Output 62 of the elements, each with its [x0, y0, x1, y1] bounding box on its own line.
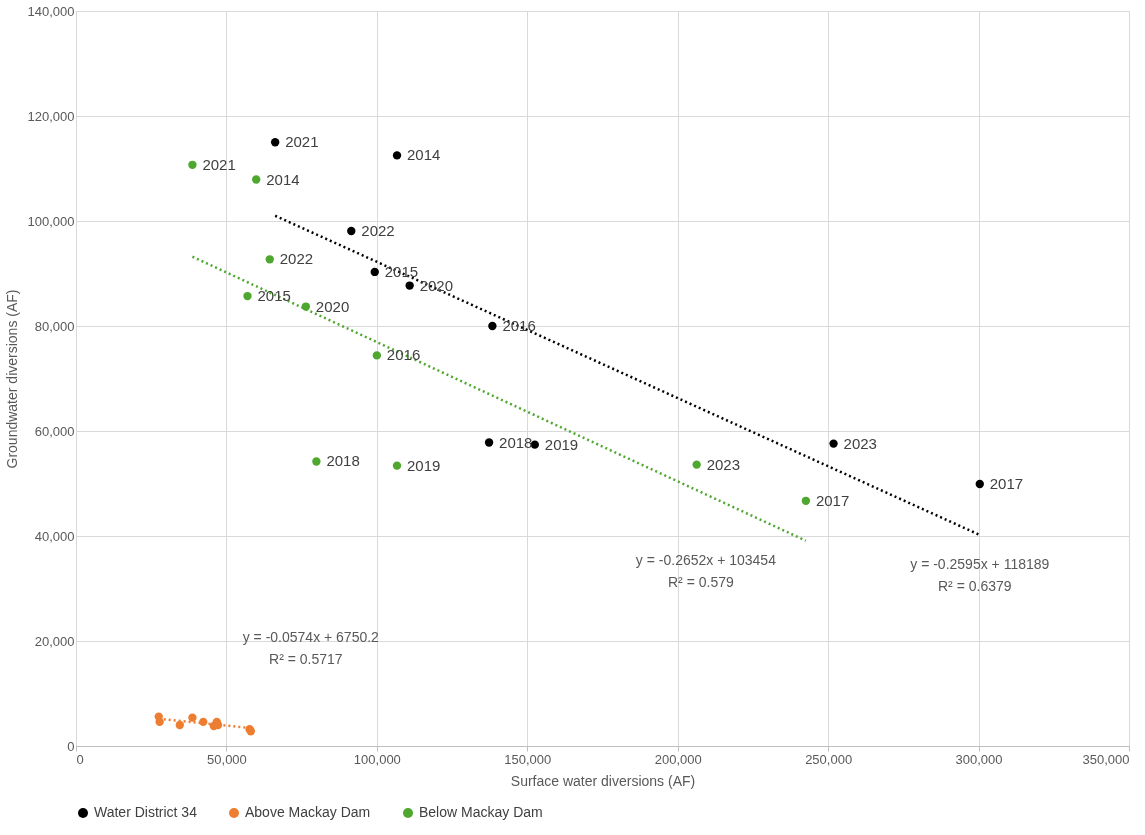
annotation: 2019 [544, 435, 579, 453]
annotation: R² = 0.5717 [269, 651, 343, 668]
x-tick-label: 150,000 [504, 751, 552, 767]
annotation: y = -0.2595x + 118189 [910, 555, 1050, 572]
point [372, 351, 382, 360]
point [488, 321, 497, 331]
annotation: 2022 [279, 250, 314, 268]
point [829, 439, 838, 448]
point [392, 151, 402, 160]
x-tick-label: 200,000 [654, 751, 702, 767]
annotation: 2021 [285, 133, 319, 151]
annotation: 2023 [706, 455, 741, 473]
point [252, 175, 261, 184]
y-tick-label: 40,000 [34, 528, 75, 544]
y-axis-title: Groundwater diversions (AF) [3, 289, 20, 469]
annotation: y = -0.2652x + 103454 [635, 551, 777, 568]
point [405, 281, 414, 290]
annotation: 2021 [202, 155, 236, 173]
y-tick-label: 120,000 [27, 108, 75, 124]
annotation: 2017 [989, 475, 1024, 493]
point [392, 461, 402, 470]
point [188, 160, 197, 169]
y-tick-label: 60,000 [34, 423, 75, 439]
annotation: 2014 [266, 170, 300, 188]
y-tick-label: 80,000 [34, 318, 75, 334]
annotation: 2017 [815, 491, 850, 509]
x-axis-title: Surface water diversions (AF) [510, 772, 696, 789]
point [243, 291, 252, 301]
y-tick-label: 20,000 [34, 633, 75, 649]
x-tick-label: 50,000 [207, 751, 247, 767]
annotation: 2022 [361, 221, 395, 239]
x-tick-label: 250,000 [805, 751, 853, 767]
point [347, 226, 356, 236]
annotation: 2014 [407, 146, 441, 164]
x-tick-label: 350,000 [1082, 751, 1130, 767]
point [484, 438, 494, 447]
y-tick-label: 0 [67, 738, 75, 754]
annotation: R² = 0.6379 [937, 577, 1012, 594]
point [975, 479, 984, 489]
point [312, 457, 321, 466]
point [801, 496, 811, 505]
annotation: y = -0.0574x + 6750.2 [242, 629, 380, 646]
point [692, 460, 701, 469]
y-tick-label: 140,000 [27, 3, 75, 19]
annotation: 2018 [326, 452, 360, 470]
x-tick-label: 300,000 [955, 751, 1003, 767]
legend-label: Water District 34 [94, 804, 198, 820]
point [175, 720, 184, 730]
legend-label: Above Mackay Dam [245, 804, 371, 820]
annotation: R² = 0.579 [668, 573, 734, 590]
annotation: 2020 [315, 297, 350, 315]
x-tick-label: 100,000 [353, 751, 401, 767]
point [370, 267, 379, 277]
annotation: 2018 [499, 433, 533, 451]
point [270, 138, 280, 147]
annotation: 2023 [843, 434, 877, 452]
annotation: 2019 [407, 456, 441, 474]
point [155, 717, 164, 727]
y-tick-label: 100,000 [27, 213, 75, 229]
legend-label: Below Mackay Dam [419, 804, 543, 820]
point [188, 713, 197, 722]
point [265, 255, 274, 264]
